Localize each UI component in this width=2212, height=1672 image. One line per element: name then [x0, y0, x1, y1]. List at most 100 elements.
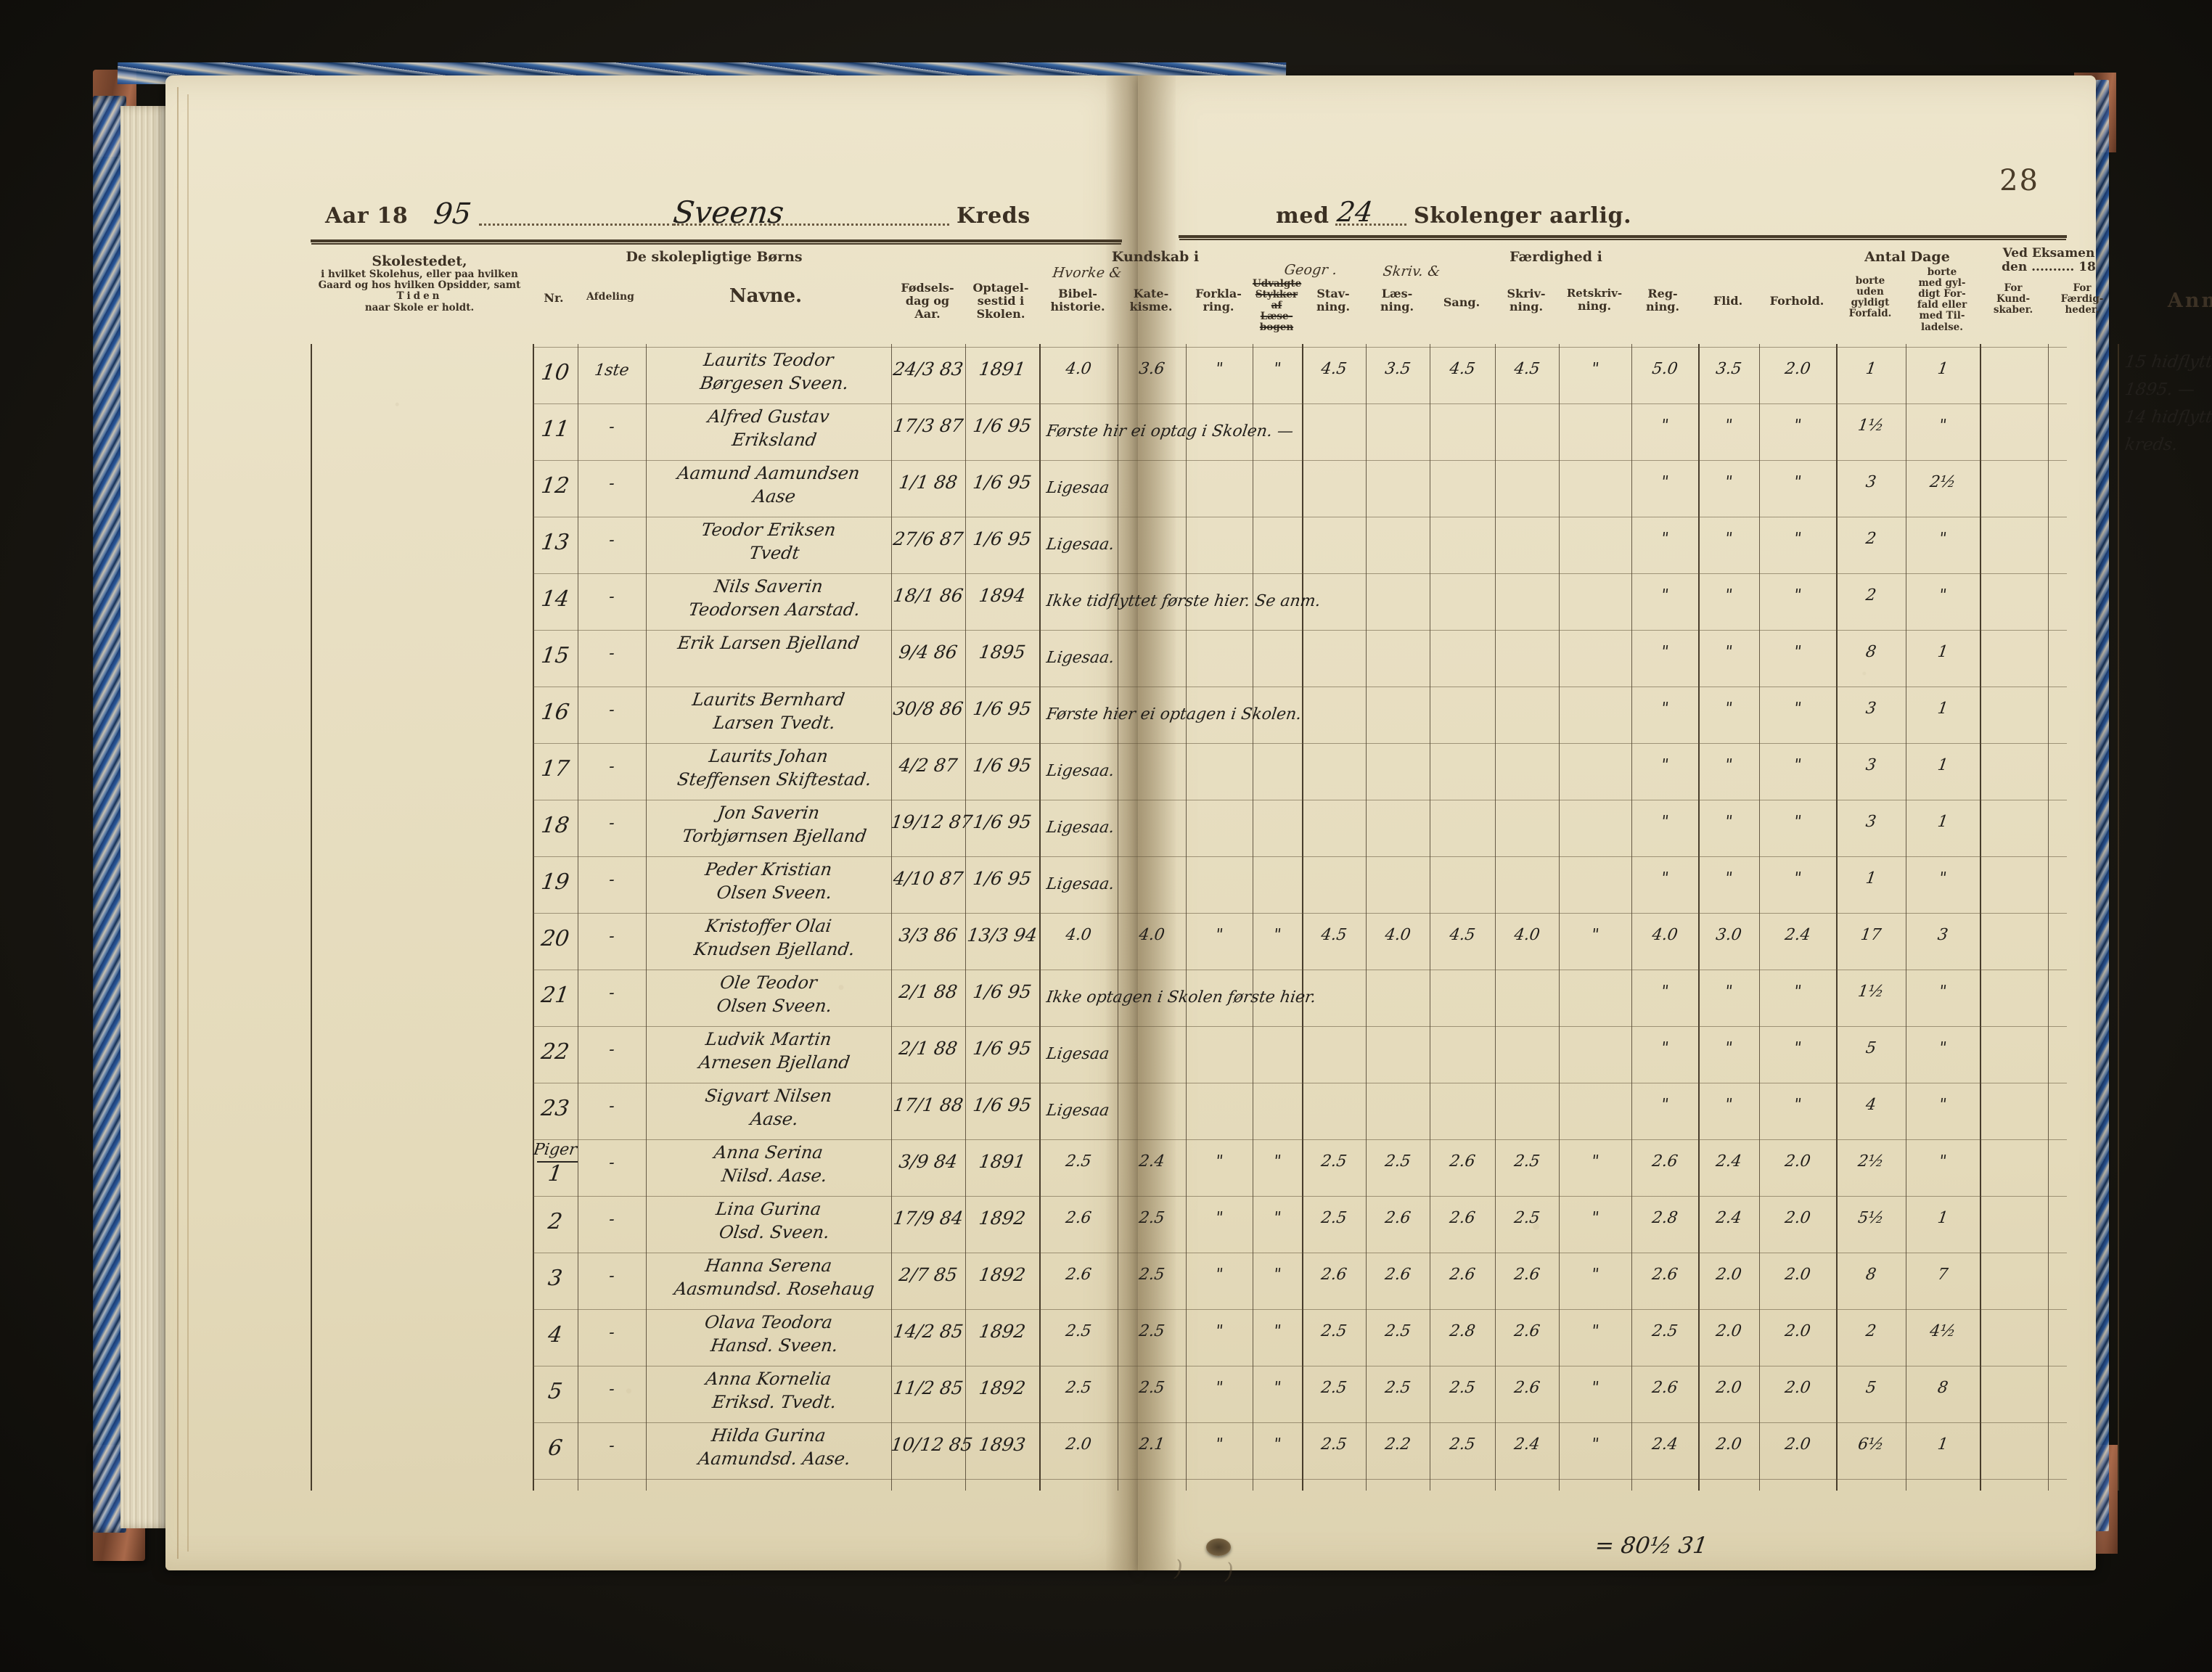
row-name-line1: Sigvart Nilsen [703, 1086, 834, 1106]
header-bibelhistorie: Bibel- historie. [1050, 287, 1105, 314]
row-grade-borte_u: 3 [1864, 473, 1877, 491]
pencil-mark-a: ) [1174, 1556, 1183, 1581]
row-birthdate: 17/3 87 [892, 415, 964, 436]
row-enrolled: 1894 [978, 585, 1027, 606]
row-grade-forh: 2.0 [1783, 1379, 1812, 1397]
row-birthdate: 17/9 84 [892, 1208, 964, 1229]
row-name-line2: Knudsen Bjelland. [692, 939, 856, 959]
header-stavning: Stav- ning. [1316, 287, 1351, 314]
row-afdeling: - [607, 814, 616, 832]
row-number: 2 [546, 1209, 565, 1234]
row-grade-udv: " [1272, 1266, 1282, 1284]
row-grade-borte_m: 8 [1936, 1379, 1949, 1397]
row-grade-borte_u: 2½ [1856, 1152, 1885, 1171]
row-number: 23 [539, 1096, 571, 1121]
row-name-line2: Arnesen Bjelland [697, 1052, 851, 1073]
year-dotted-rule [479, 224, 675, 226]
row-note: Ligesaa [1045, 479, 1111, 497]
row-afdeling: - [607, 531, 616, 549]
row-number: 11 [539, 417, 571, 442]
row-grade-stav: 2.5 [1319, 1152, 1348, 1171]
row-afdeling: - [607, 1380, 616, 1398]
row-afdeling: - [607, 871, 616, 889]
row-afdeling: - [607, 984, 616, 1002]
row-grade-laes: 2.5 [1383, 1322, 1412, 1340]
row-grade-borte_m: " [1938, 1096, 1948, 1114]
row-grade-fork: " [1214, 1322, 1224, 1340]
row-grade-flid: 2.0 [1714, 1322, 1743, 1340]
row-birthdate: 1/1 88 [897, 472, 959, 493]
row-grade-borte_u: 2 [1864, 1322, 1877, 1340]
row-number: 10 [539, 360, 571, 385]
header-sang: Sang. [1443, 295, 1480, 309]
row-grade-udv: " [1272, 1435, 1282, 1454]
column-rule-3 [646, 344, 647, 1491]
column-rule-15 [1631, 344, 1632, 1491]
row-grade-borte_u: 2 [1864, 586, 1877, 605]
row-name-line1: Ludvik Martin [704, 1029, 833, 1049]
row-birthdate: 17/1 88 [892, 1094, 964, 1115]
column-rule-1 [533, 344, 534, 1491]
row-grade-retskr: " [1590, 1322, 1600, 1340]
row-grade-borte_m: 1 [1936, 1209, 1949, 1227]
row-grade-borte_u: 3 [1864, 700, 1877, 718]
row-grade-skriv: 2.4 [1512, 1435, 1541, 1454]
row-grade-forh: " [1793, 530, 1803, 548]
row-number: 20 [539, 926, 571, 951]
row-grade-skriv: 2.6 [1512, 1379, 1541, 1397]
row-name-line2: Aamundsd. Aase. [697, 1448, 852, 1469]
row-name-line2: Eriksd. Tvedt. [710, 1392, 838, 1412]
row-note: Ligesaa. [1045, 762, 1116, 780]
row-grade-skriv: 4.0 [1512, 926, 1541, 944]
remark-line: 1895. — [2123, 380, 2196, 399]
row-birthdate: 27/6 87 [892, 528, 964, 549]
row-birthdate: 10/12 85 [889, 1434, 974, 1455]
row-grade-borte_m: 7 [1936, 1266, 1949, 1284]
row-birthdate: 30/8 86 [892, 698, 964, 719]
row-grade-udv: " [1272, 360, 1282, 378]
row-birthdate: 24/3 83 [892, 358, 964, 380]
row-rule-2 [533, 460, 2067, 461]
row-note: Første hier ei optagen i Skolen. [1045, 705, 1303, 724]
row-grade-udv: " [1272, 1379, 1282, 1397]
row-grade-retskr: " [1590, 1152, 1600, 1171]
header-navne: Navne. [729, 285, 803, 307]
row-enrolled: 1892 [978, 1264, 1027, 1285]
row-grade-bib: 2.5 [1064, 1152, 1093, 1171]
row-name-line1: Laurits Johan [708, 746, 830, 766]
row-grade-udv: " [1272, 1152, 1282, 1171]
row-grade-borte_m: 1 [1936, 643, 1949, 661]
title-rule-right [1179, 235, 2067, 238]
row-grade-borte_m: " [1938, 586, 1948, 605]
header-optagelsestid: Optagel- sestid i Skolen. [972, 281, 1029, 321]
column-rule-14 [1559, 344, 1560, 1491]
row-grade-flid: 3.0 [1714, 926, 1743, 944]
row-enrolled: 1/6 95 [971, 528, 1033, 549]
row-afdeling: 1ste [593, 361, 631, 380]
row-grade-forh: " [1793, 1096, 1803, 1114]
row-grade-skriv: 2.5 [1512, 1152, 1541, 1171]
row-grade-regn: 2.6 [1650, 1152, 1679, 1171]
row-name-line1: Olava Teodora [703, 1312, 834, 1332]
row-grade-sang: 2.5 [1448, 1435, 1477, 1454]
row-grade-sang: 2.6 [1448, 1266, 1477, 1284]
row-number: 12 [539, 473, 571, 499]
header-laesning: Læs- ning. [1380, 287, 1414, 314]
column-rule-20 [1980, 344, 1981, 1491]
row-rule-12 [533, 1026, 2067, 1027]
row-enrolled: 1/6 95 [971, 1094, 1033, 1115]
embossed-border [177, 87, 1129, 1559]
header-anmaerkninger: Anmærkninger. [2167, 290, 2212, 312]
row-birthdate: 2/1 88 [897, 981, 959, 1002]
row-rule-15 [533, 1196, 2067, 1197]
row-name-line1: Teodor Eriksen [700, 520, 837, 540]
row-grade-borte_m: " [1938, 983, 1948, 1001]
row-birthdate: 2/1 88 [897, 1038, 959, 1059]
row-grade-flid: 2.0 [1714, 1435, 1743, 1454]
row-name-line1: Hanna Serena [703, 1255, 834, 1276]
row-grade-regn: 4.0 [1650, 926, 1679, 944]
row-grade-sang: 4.5 [1448, 360, 1477, 378]
district-dotted-rule [673, 224, 949, 226]
row-afdeling: - [607, 927, 616, 946]
